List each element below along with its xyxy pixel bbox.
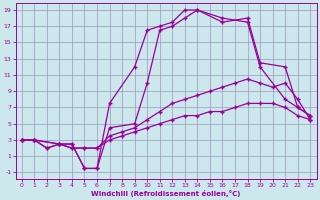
X-axis label: Windchill (Refroidissement éolien,°C): Windchill (Refroidissement éolien,°C): [91, 190, 241, 197]
